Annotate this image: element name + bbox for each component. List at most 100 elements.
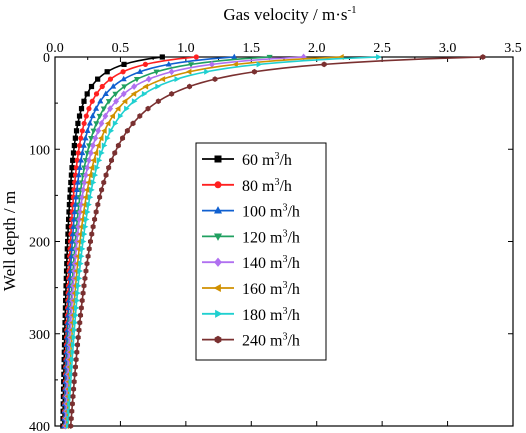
series-point	[153, 69, 160, 76]
series-point	[76, 164, 83, 170]
series-point	[84, 260, 90, 267]
series-point	[104, 135, 111, 142]
series-point	[89, 231, 95, 237]
legend-item: 240 m3/h	[202, 332, 300, 350]
series-point	[70, 349, 77, 356]
x-tick-label: 3.5	[504, 41, 522, 56]
x-tick-label: 0.5	[112, 41, 130, 56]
series-point	[87, 238, 93, 245]
series-point	[69, 371, 75, 378]
series-point	[79, 297, 85, 304]
series-point	[75, 290, 81, 297]
series-point	[90, 157, 97, 164]
series-point	[79, 149, 86, 156]
series-point	[74, 297, 81, 304]
series-point	[321, 61, 327, 68]
series-point	[110, 83, 117, 89]
series-point	[155, 83, 161, 90]
series-point	[133, 77, 140, 83]
series-point	[101, 179, 107, 186]
series-point	[73, 193, 80, 200]
y-tick-label: 200	[29, 236, 50, 251]
series-point	[145, 75, 152, 83]
series-point	[137, 113, 143, 119]
series-point	[102, 112, 109, 120]
series-point	[79, 253, 85, 260]
series-point	[78, 305, 84, 311]
series-point	[117, 113, 124, 120]
series-point	[69, 400, 75, 407]
series-point	[67, 400, 73, 407]
series-point	[79, 245, 86, 252]
legend-item: 180 m3/h	[202, 306, 300, 324]
series-8	[68, 54, 486, 429]
x-tick-label: 1.5	[243, 41, 261, 56]
legend-marker	[213, 206, 223, 214]
series-point	[101, 142, 108, 149]
series-point	[76, 327, 82, 333]
series-point	[68, 423, 74, 429]
series-point	[73, 186, 80, 192]
series-point	[120, 69, 126, 75]
series-point	[86, 120, 93, 126]
series-point	[75, 341, 81, 348]
series-point	[86, 156, 92, 164]
series-point	[74, 349, 80, 356]
series-point	[71, 341, 77, 348]
series-point	[169, 91, 175, 97]
series-point	[97, 194, 103, 201]
x-tick-label: 0.0	[46, 41, 64, 56]
legend-label: 100 m3/h	[242, 203, 300, 221]
series-point	[81, 231, 88, 238]
series-point	[95, 76, 101, 82]
series-point	[81, 98, 87, 104]
series-point	[159, 76, 166, 83]
series-point	[75, 334, 81, 341]
series-point	[70, 150, 77, 156]
series-point	[76, 215, 83, 223]
series-point	[69, 165, 75, 171]
series-point	[68, 386, 74, 393]
series-point	[92, 149, 99, 156]
series-point	[77, 156, 85, 163]
legend-item: 160 m3/h	[202, 280, 300, 298]
series-point	[136, 68, 144, 74]
series-point	[121, 84, 128, 90]
series-point	[79, 193, 86, 201]
series-point	[82, 171, 89, 179]
series-point	[68, 415, 74, 422]
legend-item: 140 m3/h	[202, 254, 300, 272]
series-point	[73, 356, 79, 363]
y-tick-label: 400	[29, 420, 50, 433]
series-point	[90, 142, 96, 150]
legend-marker	[214, 335, 222, 344]
series-point	[77, 267, 83, 275]
series-point	[73, 128, 80, 134]
series-point	[79, 128, 85, 134]
series-point	[120, 90, 127, 98]
series-point	[82, 275, 88, 282]
series-point	[80, 238, 87, 245]
series-point	[142, 83, 149, 90]
series-point	[71, 334, 78, 341]
series-point	[124, 127, 130, 134]
series-point	[86, 246, 92, 252]
legend-label: 140 m3/h	[242, 254, 300, 272]
series-point	[232, 61, 238, 68]
series-point	[70, 356, 76, 363]
series-point	[89, 186, 95, 193]
series-point	[104, 120, 111, 127]
series-point	[100, 106, 107, 113]
legend-marker	[214, 181, 222, 189]
series-point	[109, 113, 115, 120]
series-point	[168, 68, 175, 76]
series-point	[102, 90, 109, 97]
series-7	[65, 53, 382, 430]
series-point	[81, 179, 88, 186]
series-lines	[60, 53, 486, 430]
series-point	[93, 121, 100, 127]
series-point	[71, 386, 77, 392]
series-point	[112, 150, 118, 156]
series-point	[84, 127, 91, 133]
